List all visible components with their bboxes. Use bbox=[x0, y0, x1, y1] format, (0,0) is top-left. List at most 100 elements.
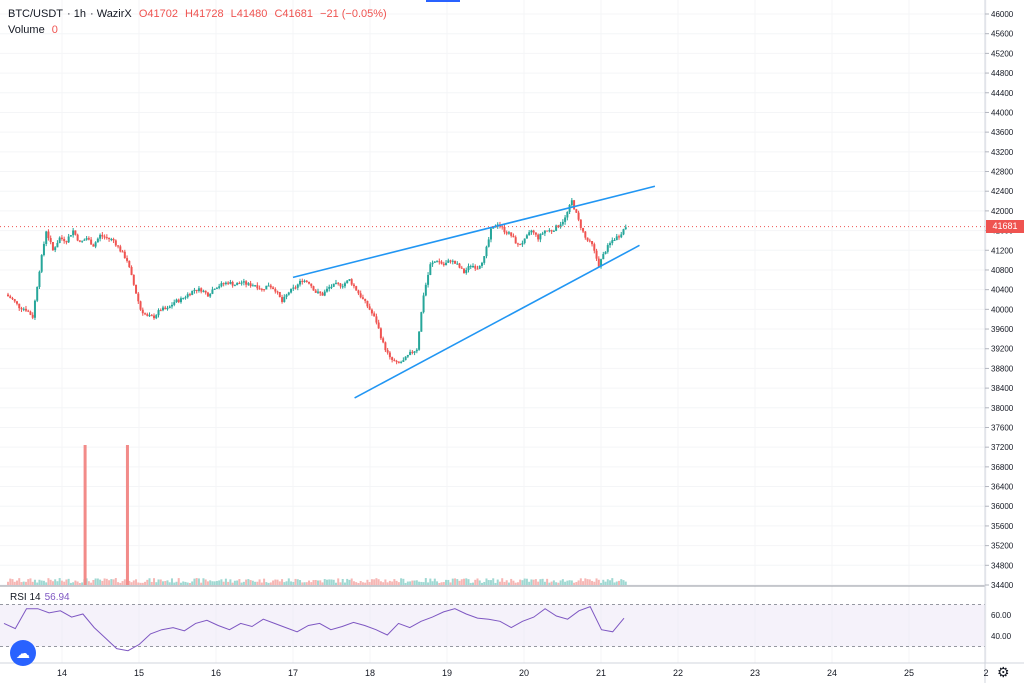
candle-body bbox=[582, 227, 585, 232]
volume-bar bbox=[487, 580, 490, 585]
price-tick-label: 44400 bbox=[991, 89, 1014, 98]
volume-bar bbox=[9, 578, 12, 585]
price-tick-label: 45200 bbox=[991, 49, 1014, 58]
volume-bar bbox=[281, 579, 284, 585]
volume-bar bbox=[539, 579, 542, 585]
candle-body bbox=[451, 260, 454, 262]
volume-bar bbox=[525, 578, 528, 585]
volume-bar bbox=[247, 579, 250, 585]
volume-bar bbox=[60, 580, 63, 585]
candle-body bbox=[153, 315, 156, 319]
time-tick-label: 24 bbox=[827, 668, 837, 678]
volume-bar bbox=[137, 582, 140, 585]
price-tick-label: 36400 bbox=[991, 483, 1014, 492]
volume-bar bbox=[420, 581, 423, 585]
candle-body bbox=[409, 351, 412, 355]
candle-body bbox=[283, 296, 286, 302]
candle-body bbox=[24, 308, 27, 311]
volume-bar bbox=[15, 580, 18, 585]
volume-bar bbox=[618, 580, 621, 585]
time-tick-label: 22 bbox=[673, 668, 683, 678]
candle-body bbox=[29, 311, 32, 315]
candle-body bbox=[469, 266, 472, 268]
candle-body bbox=[303, 280, 306, 282]
volume-bar bbox=[447, 579, 450, 585]
candle-body bbox=[530, 230, 533, 233]
candle-body bbox=[445, 262, 448, 266]
price-tick-label: 42800 bbox=[991, 168, 1014, 177]
candle-body bbox=[170, 304, 173, 307]
volume-bar bbox=[121, 581, 124, 585]
volume-bar bbox=[251, 580, 254, 585]
change-value: −21 (−0.05%) bbox=[320, 8, 387, 20]
volume-bar bbox=[117, 582, 120, 585]
volume-bar bbox=[557, 582, 560, 585]
candle-body bbox=[348, 279, 351, 281]
volume-bar bbox=[523, 578, 526, 585]
volume-bar bbox=[613, 582, 616, 585]
candle-body bbox=[534, 232, 537, 235]
volume-bar bbox=[463, 578, 466, 585]
candle-body bbox=[285, 294, 288, 297]
volume-bar bbox=[76, 581, 79, 585]
candle-body bbox=[299, 280, 302, 285]
candle-body bbox=[260, 289, 263, 291]
volume-bar bbox=[582, 581, 585, 585]
candle-body bbox=[173, 302, 176, 305]
candle-body bbox=[312, 286, 315, 291]
candle-body bbox=[92, 244, 95, 247]
volume-bar bbox=[159, 579, 162, 585]
volume-bar bbox=[188, 582, 191, 585]
volume-bar bbox=[153, 578, 156, 585]
candle-body bbox=[278, 291, 281, 298]
candle-body bbox=[615, 236, 618, 241]
volume-bar bbox=[413, 580, 416, 585]
volume-bar bbox=[256, 581, 259, 585]
candle-body bbox=[541, 233, 544, 235]
volume-bar bbox=[561, 579, 564, 585]
candle-body bbox=[69, 235, 72, 237]
candle-body bbox=[76, 234, 79, 241]
candle-body bbox=[164, 307, 167, 310]
volume-bar bbox=[67, 578, 70, 585]
volume-legend[interactable]: Volume 0 bbox=[8, 24, 62, 36]
volume-bar bbox=[218, 580, 221, 585]
rsi-legend[interactable]: RSI 14 56.94 bbox=[10, 592, 70, 603]
candle-body bbox=[245, 281, 248, 285]
volume-bar bbox=[231, 582, 234, 585]
candle-body bbox=[402, 360, 405, 362]
candle-body bbox=[54, 247, 57, 251]
price-axis[interactable]: 46000 45600 45200 44800 44400 44000 43600 43200… bbox=[984, 0, 1014, 683]
candle-body bbox=[168, 306, 171, 309]
volume-bar bbox=[373, 579, 376, 585]
price-tick-label: 36800 bbox=[991, 463, 1014, 472]
volume-bar bbox=[110, 579, 113, 585]
candle-body bbox=[505, 232, 508, 234]
volume-bar bbox=[220, 579, 223, 585]
volume-bar bbox=[85, 578, 88, 585]
candle-body bbox=[256, 285, 259, 289]
candle-body bbox=[611, 240, 614, 244]
candle-body bbox=[458, 263, 461, 268]
candle-body bbox=[162, 307, 164, 311]
symbol-legend[interactable]: BTC/USDT · 1h · WazirX O41702 H41728 L4148… bbox=[8, 8, 387, 20]
volume-bar bbox=[388, 580, 391, 585]
price-tick-label: 39600 bbox=[991, 325, 1014, 334]
volume-bar bbox=[132, 580, 135, 585]
gear-icon[interactable]: ⚙ bbox=[997, 664, 1010, 680]
volume-bar bbox=[321, 582, 324, 585]
volume-bar bbox=[292, 581, 295, 585]
candle-body bbox=[132, 274, 135, 285]
volume-bar bbox=[334, 582, 337, 585]
volume-bar bbox=[272, 580, 275, 585]
volume-bar bbox=[29, 578, 32, 585]
candle-body bbox=[600, 259, 603, 267]
candle-body bbox=[622, 229, 625, 235]
candle-body bbox=[242, 281, 245, 283]
price-tick-label: 34800 bbox=[991, 561, 1014, 570]
tradingview-logo-icon[interactable]: ☁ bbox=[10, 640, 36, 666]
time-axis[interactable]: 14 15 16 17 18 19 20 21 22 23 24 25 2 bbox=[0, 662, 1024, 678]
candle-body bbox=[375, 316, 378, 323]
volume-bar bbox=[615, 581, 618, 585]
